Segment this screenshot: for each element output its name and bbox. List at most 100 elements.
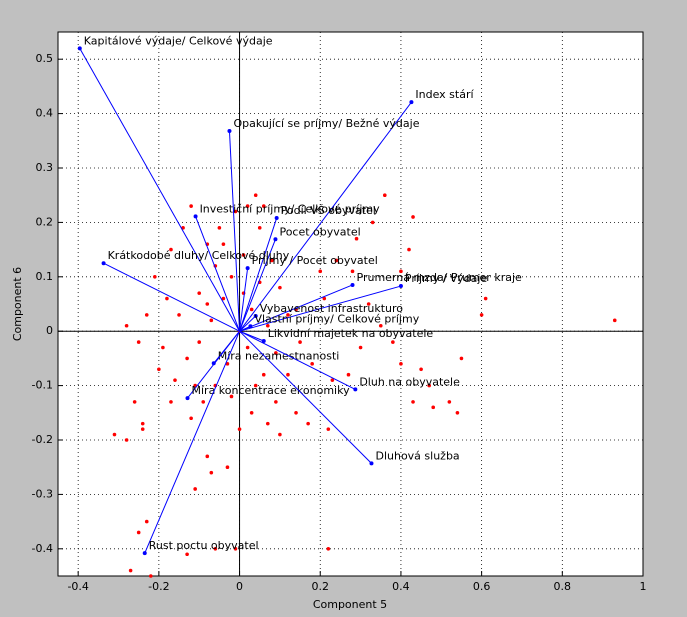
score-point xyxy=(326,427,331,431)
vector-end xyxy=(274,216,279,221)
score-point xyxy=(144,519,149,524)
vector-end xyxy=(273,237,278,242)
score-point xyxy=(189,416,193,421)
score-point xyxy=(270,258,274,263)
score-point xyxy=(205,302,210,306)
score-point xyxy=(354,236,359,241)
score-point xyxy=(612,318,617,323)
loading-vector xyxy=(144,331,241,554)
score-point xyxy=(205,454,210,459)
vector-label: Prumerná mzda/ Prumer kraje xyxy=(357,271,522,284)
score-point xyxy=(209,318,214,323)
vector-end xyxy=(77,46,82,51)
score-point xyxy=(298,340,302,344)
score-point xyxy=(217,226,222,230)
score-point xyxy=(378,323,383,328)
score-point xyxy=(261,204,266,208)
score-point xyxy=(310,362,314,366)
score-point xyxy=(144,313,149,317)
x-tick-label: 0 xyxy=(236,580,243,593)
score-point xyxy=(257,226,262,230)
vector-label: Kapitálové výdaje/ Celkové výdaje xyxy=(84,34,273,47)
vector-label: Míra koncentrace ekonomiky xyxy=(192,384,351,397)
score-point xyxy=(140,421,145,426)
score-point xyxy=(112,432,117,437)
vector-end xyxy=(369,461,374,466)
score-point xyxy=(124,323,129,328)
score-point xyxy=(221,242,226,246)
vector-label: Príjmy / Pocet obyvatel xyxy=(252,254,378,267)
loading-vector xyxy=(239,315,257,332)
y-tick-label: 0.5 xyxy=(36,52,54,65)
y-axis-label: Component 6 xyxy=(11,267,24,341)
score-point xyxy=(326,547,331,551)
score-point xyxy=(140,427,145,431)
vector-label: Vlastní príjmy/ Celkové príjmy xyxy=(254,312,419,325)
y-tick-label: 0.1 xyxy=(36,270,54,283)
score-point xyxy=(350,269,355,274)
score-point xyxy=(330,378,335,382)
score-point xyxy=(370,220,375,225)
score-point xyxy=(225,465,230,470)
vector-label: Opakující se príjmy/ Bežné výdaje xyxy=(233,117,419,130)
loading-vector xyxy=(187,330,240,399)
score-point xyxy=(286,372,290,377)
vector-label: Investiční príjmy/ Celkové príjmy xyxy=(200,202,381,215)
vector-label: Krátkodobé dluhy/ Celkové dluhy xyxy=(108,249,290,262)
vector-label: Pocet obyvatel xyxy=(279,225,360,238)
vector-end xyxy=(350,282,355,287)
score-point xyxy=(249,411,254,415)
score-point xyxy=(132,400,137,404)
score-point xyxy=(237,427,242,431)
score-point xyxy=(213,547,218,551)
score-point xyxy=(447,400,452,404)
score-point xyxy=(136,340,141,344)
score-point xyxy=(249,307,254,312)
score-point xyxy=(399,269,403,274)
score-point xyxy=(411,400,415,404)
axes-box xyxy=(57,31,644,577)
x-tick-label: 0.6 xyxy=(473,580,491,593)
score-point xyxy=(193,487,197,491)
y-tick-label: 0.2 xyxy=(36,215,54,228)
loading-vector xyxy=(239,330,372,464)
score-point xyxy=(278,432,282,437)
score-point xyxy=(278,285,282,290)
score-point xyxy=(382,193,387,197)
vector-end xyxy=(185,396,190,401)
score-point xyxy=(225,362,230,366)
score-point xyxy=(253,383,258,388)
vector-end xyxy=(227,129,232,134)
score-point xyxy=(245,204,250,208)
score-point xyxy=(274,351,278,355)
vector-label: Index stárí xyxy=(415,88,474,101)
loading-vector xyxy=(228,130,241,332)
score-point xyxy=(173,378,177,382)
score-point xyxy=(455,411,460,415)
score-point xyxy=(391,340,395,344)
vector-label: Rust poctu obyvatel xyxy=(149,539,259,552)
vector-end xyxy=(409,100,414,105)
score-point xyxy=(318,269,323,274)
score-point xyxy=(306,421,310,426)
loading-vector xyxy=(79,48,240,332)
score-point xyxy=(346,372,351,377)
x-tick-label: 0.2 xyxy=(311,580,329,593)
score-point xyxy=(136,530,141,535)
score-point xyxy=(189,204,193,208)
x-tick-label: -0.4 xyxy=(67,580,88,593)
vector-end xyxy=(253,313,258,318)
score-point xyxy=(157,367,161,372)
x-tick-label: 0.8 xyxy=(554,580,572,593)
loading-vector xyxy=(239,284,353,332)
score-point xyxy=(265,421,270,426)
x-tick-label: -0.2 xyxy=(148,580,169,593)
score-point xyxy=(233,547,238,551)
score-point xyxy=(322,296,327,301)
score-point xyxy=(197,340,202,344)
y-tick-label: -0.2 xyxy=(32,433,53,446)
score-point xyxy=(169,247,173,252)
y-tick-label: -0.1 xyxy=(32,379,53,392)
score-point xyxy=(185,356,189,361)
x-tick-label: 0.4 xyxy=(392,580,410,593)
